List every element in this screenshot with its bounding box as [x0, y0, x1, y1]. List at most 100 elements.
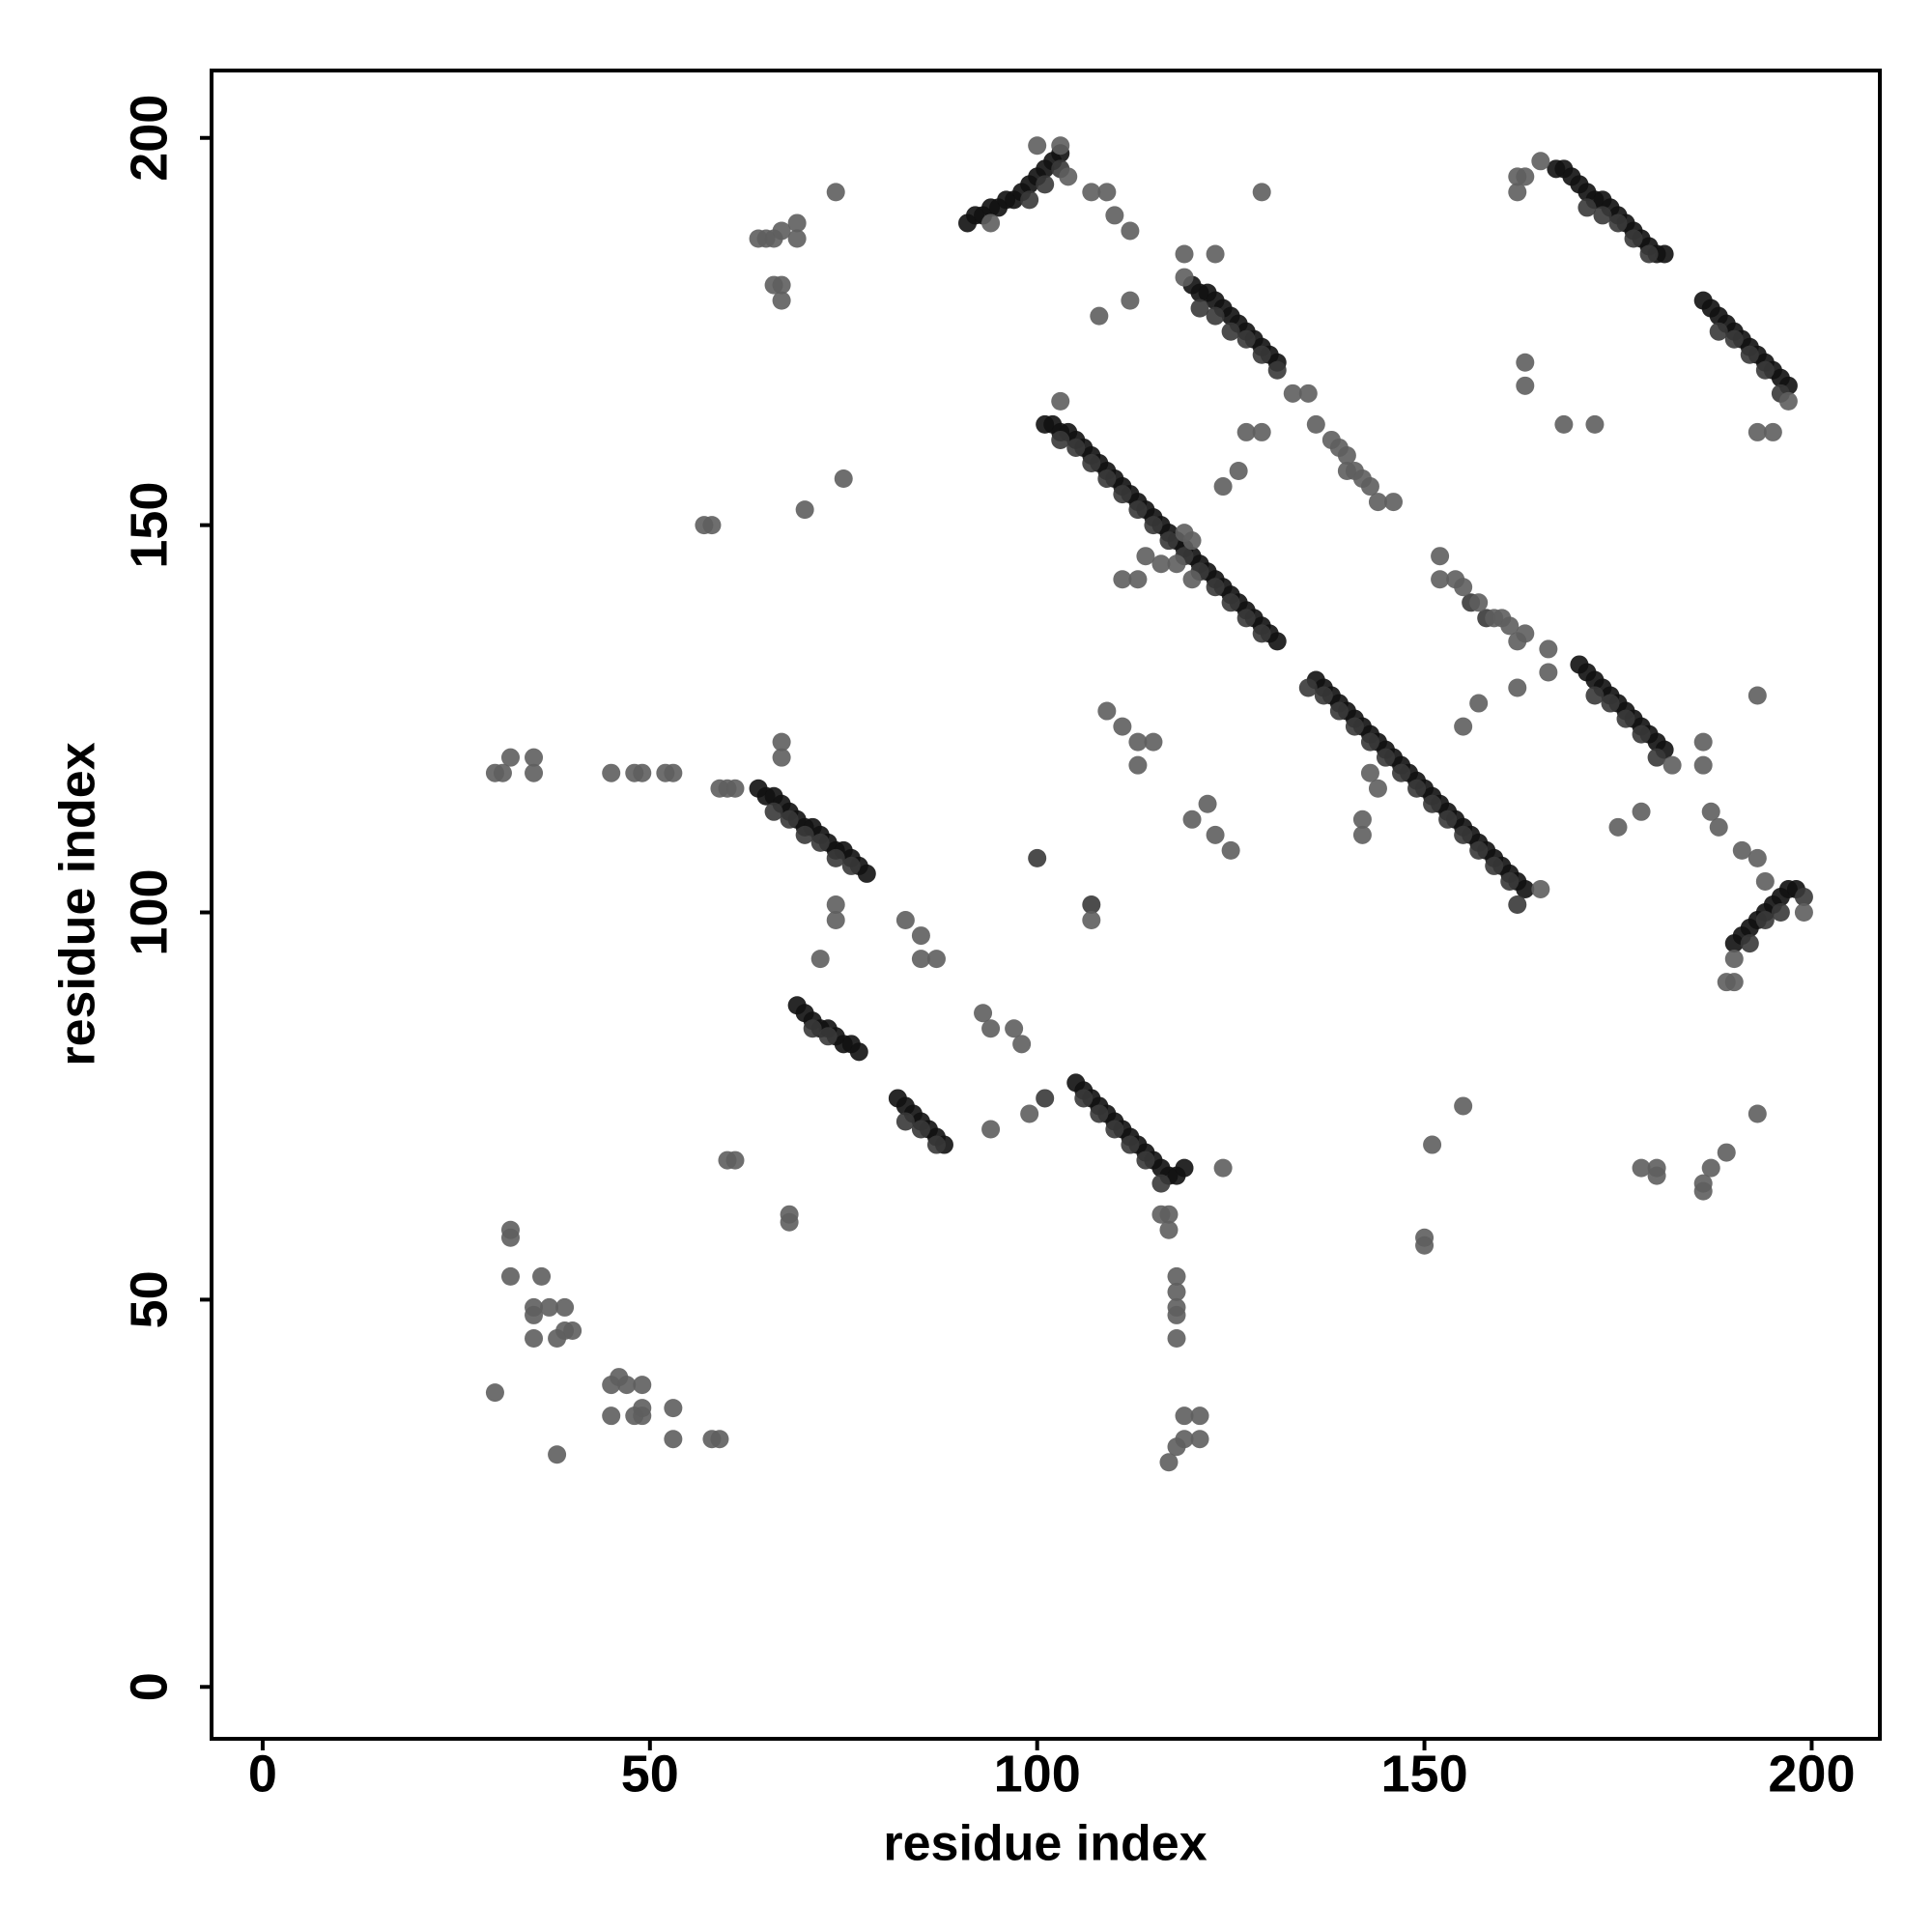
contact-point — [1175, 268, 1194, 287]
contact-point — [834, 469, 853, 489]
contact-point — [1639, 244, 1659, 264]
contact-point — [1724, 973, 1744, 992]
contact-point — [1175, 244, 1194, 264]
contact-point — [1221, 322, 1240, 341]
contact-point — [1128, 755, 1148, 775]
plot-frame — [210, 69, 1882, 1741]
contact-point — [1159, 1453, 1179, 1472]
y-tick-label: 100 — [120, 868, 178, 955]
contact-point — [1732, 840, 1751, 860]
contact-point — [555, 1297, 575, 1317]
contact-point — [780, 1212, 799, 1232]
contact-point — [1516, 353, 1535, 372]
contact-point — [1082, 911, 1101, 930]
contact-point — [1136, 547, 1155, 566]
contact-point — [1454, 578, 1473, 597]
contact-point — [795, 500, 814, 520]
contact-point — [818, 1027, 838, 1046]
contact-point — [1423, 1135, 1442, 1154]
contact-point — [772, 275, 791, 295]
contact-point — [849, 1042, 868, 1062]
contact-point — [1206, 306, 1225, 326]
contact-point — [826, 895, 845, 914]
contact-point — [1252, 183, 1271, 202]
contact-point — [764, 802, 783, 821]
contact-point — [602, 1406, 621, 1426]
contact-point — [1182, 570, 1202, 589]
contact-point — [1113, 717, 1132, 736]
contact-point — [1415, 1236, 1435, 1255]
contact-point — [1755, 360, 1775, 380]
contact-point — [1632, 1158, 1651, 1178]
contact-point — [1539, 663, 1558, 682]
contact-point — [1167, 1266, 1186, 1286]
contact-point — [981, 213, 1001, 233]
contact-point — [1747, 686, 1767, 705]
contact-point — [633, 763, 652, 782]
contact-point — [1190, 1406, 1209, 1426]
contact-point — [1074, 1089, 1094, 1108]
contact-point — [1508, 678, 1527, 697]
contact-point — [911, 926, 930, 946]
contact-point — [1159, 1220, 1179, 1239]
contact-point — [1090, 306, 1109, 326]
contact-point — [617, 1376, 637, 1395]
contact-point — [1283, 384, 1302, 403]
contact-point — [664, 1399, 683, 1418]
contact-point — [1431, 570, 1450, 589]
contact-point — [1252, 345, 1271, 364]
contact-point — [532, 1266, 552, 1286]
contact-point — [485, 1383, 504, 1403]
contact-point — [1298, 678, 1318, 697]
contact-point — [1314, 686, 1333, 705]
contact-point — [725, 1151, 745, 1170]
y-tick-label: 200 — [120, 95, 178, 182]
contact-point — [1755, 871, 1775, 891]
contact-point — [1144, 516, 1163, 535]
contact-point — [1647, 1166, 1666, 1185]
contact-point — [1747, 422, 1767, 441]
contact-point — [525, 763, 544, 782]
contact-point — [1175, 1158, 1194, 1178]
contact-point — [1267, 632, 1287, 651]
contact-point — [826, 183, 845, 202]
contact-point — [1662, 755, 1682, 775]
contact-point — [1593, 206, 1612, 225]
contact-point — [1121, 221, 1140, 241]
x-tick-label: 50 — [621, 1745, 679, 1803]
contact-point — [1585, 686, 1605, 705]
contact-point — [1407, 779, 1427, 798]
contact-point — [1531, 152, 1550, 171]
contact-point — [1701, 802, 1720, 821]
contact-point — [1012, 1035, 1032, 1054]
contact-point — [1585, 414, 1605, 434]
contact-point — [780, 810, 799, 829]
contact-point — [525, 1328, 544, 1348]
contact-point — [1724, 950, 1744, 969]
contact-point — [1368, 779, 1387, 798]
contact-point — [1516, 167, 1535, 186]
contact-point — [1329, 701, 1349, 721]
contact-point — [981, 1019, 1001, 1038]
contact-point — [1128, 732, 1148, 752]
contact-point — [1059, 167, 1078, 186]
contact-point — [1454, 825, 1473, 844]
contact-point — [1182, 810, 1202, 829]
contact-point — [911, 950, 930, 969]
contact-point — [633, 1376, 652, 1395]
contact-point — [1082, 453, 1101, 472]
contact-point — [1005, 1019, 1024, 1038]
x-tick-label: 100 — [994, 1745, 1081, 1803]
contact-point — [1624, 229, 1643, 248]
x-tick-label: 150 — [1381, 1745, 1468, 1803]
contact-point — [803, 1019, 822, 1038]
contact-point — [1236, 329, 1256, 349]
contact-point — [1151, 1205, 1171, 1224]
contact-point — [795, 825, 814, 844]
contact-point — [1167, 1437, 1186, 1457]
contact-point — [1747, 1104, 1767, 1123]
contact-point — [1229, 462, 1248, 481]
contact-point — [1500, 871, 1520, 891]
contact-point — [1601, 694, 1620, 713]
contact-point — [1616, 709, 1635, 728]
